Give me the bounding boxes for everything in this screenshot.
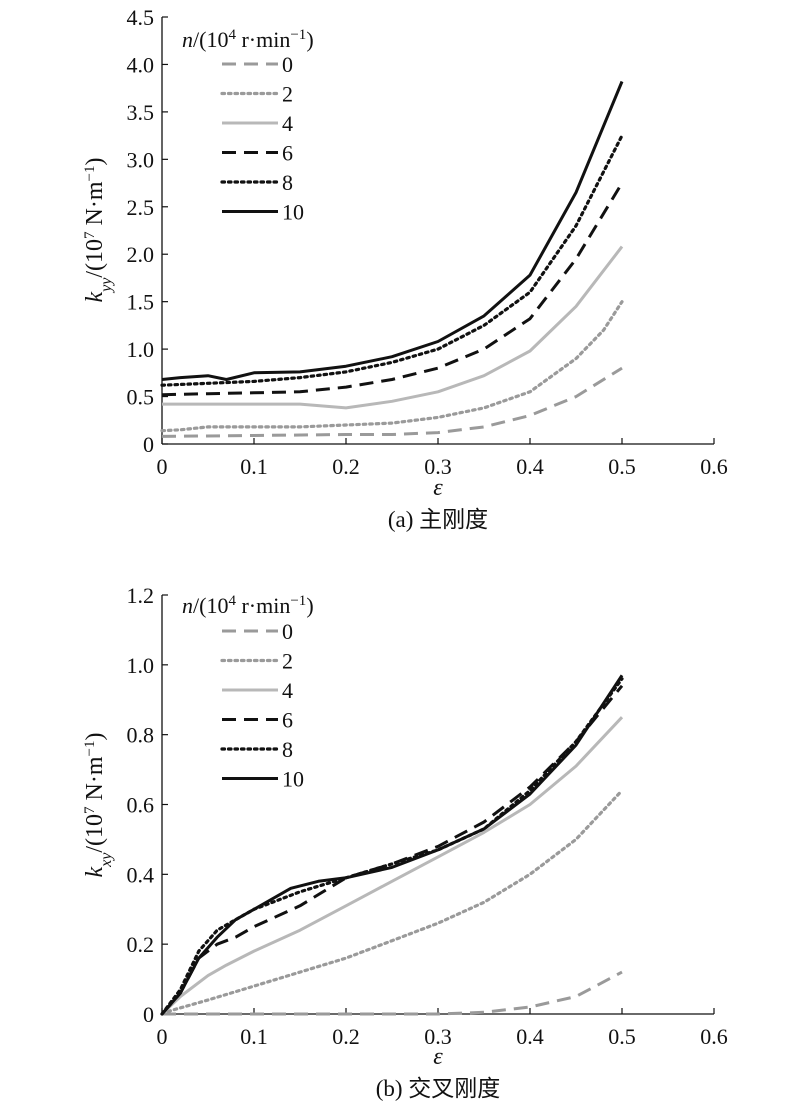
panel-b-y-tick-label: 0 [143, 1002, 154, 1027]
panel-a-series-line-10 [161, 80, 624, 381]
panel-a-legend-label-4: 4 [282, 111, 293, 136]
panel-a-y-tick-label: 1.5 [127, 290, 155, 315]
panel-a-series-line-6 [161, 182, 624, 397]
panel-b-x-tick-label: 0.2 [332, 1024, 360, 1049]
panel-a-y-tick-label: 2.5 [127, 195, 155, 220]
panel-b-legend-label-2: 2 [282, 649, 293, 674]
panel-a: kyy/(107 N·m−1) ε (a) 主刚度 n/(104 r·min−1… [82, 5, 728, 532]
panel-a-x-tick-label: 0.6 [700, 454, 728, 479]
panel-a-x-tick-label: 0.3 [424, 454, 452, 479]
panel-a-y-axis-label: kyy/(107 N·m−1) [82, 158, 115, 303]
panel-a-caption: (a) 主刚度 [388, 507, 488, 532]
panel-b-legend-label-4: 4 [282, 678, 293, 703]
panel-b-x-tick-label: 0.4 [516, 1024, 544, 1049]
panel-a-legend-title: n/(104 r·min−1) [182, 27, 314, 52]
panel-b-x-tick-label: 0.5 [608, 1024, 636, 1049]
panel-a-y-tick-label: 1.0 [127, 337, 155, 362]
panel-a-series-line-4 [162, 245, 624, 410]
panel-b-legend-title: n/(104 r·min−1) [182, 593, 314, 618]
panel-b-legend-label-6: 6 [282, 708, 293, 733]
panel-a-x-tick-label: 0.4 [516, 454, 544, 479]
panel-a-x-tick-label: 0.2 [332, 454, 360, 479]
panel-b-series-line-6 [160, 684, 624, 1015]
panel-b-legend-label-8: 8 [282, 737, 293, 762]
panel-b-y-tick-label: 1.2 [127, 583, 155, 608]
panel-a-legend-label-0: 0 [282, 52, 293, 77]
panel-b-x-tick-label: 0.1 [240, 1024, 268, 1049]
panel-a-legend-label-8: 8 [282, 170, 293, 195]
panel-b-x-axis-label: ε [433, 1044, 443, 1070]
panel-a-series-line-2 [160, 300, 624, 433]
panel-b-y-tick-label: 1.0 [127, 653, 155, 678]
panel-a-y-tick-label: 3.0 [127, 147, 155, 172]
panel-b-legend-label-10: 10 [282, 767, 304, 792]
panel-b-series-line-0 [162, 970, 623, 1016]
panel-b-x-tick-label: 0 [157, 1024, 168, 1049]
panel-a-series-line-0 [161, 366, 623, 438]
panel-b-legend-label-0: 0 [282, 619, 293, 644]
panel-b-series-line-2 [160, 788, 624, 1016]
panel-a-x-tick-label: 0 [157, 454, 168, 479]
panel-a-y-tick-label: 4.0 [127, 52, 155, 77]
panel-b-series-line-4 [160, 716, 624, 1016]
panel-a-x-tick-label: 0.5 [608, 454, 636, 479]
panel-b-y-tick-label: 0.8 [127, 723, 155, 748]
panel-b-x-tick-label: 0.3 [424, 1024, 452, 1049]
panel-a-y-tick-label: 0 [143, 432, 154, 457]
panel-b-series-line-8 [160, 677, 624, 1016]
panel-b: kxy/(107 N·m−1) ε (b) 交叉刚度 n/(104 r·min−… [82, 583, 728, 1101]
panel-b-y-tick-label: 0.4 [127, 862, 155, 887]
panel-b-caption: (b) 交叉刚度 [376, 1076, 501, 1101]
panel-b-x-tick-label: 0.6 [700, 1024, 728, 1049]
panel-a-legend-label-6: 6 [282, 141, 293, 166]
panel-a-y-tick-label: 0.5 [127, 385, 155, 410]
panel-a-legend-label-2: 2 [282, 82, 293, 107]
panel-b-series-line-10 [160, 674, 624, 1015]
panel-b-y-tick-label: 0.6 [127, 793, 155, 818]
panel-a-y-tick-label: 3.5 [127, 100, 155, 125]
panel-a-y-tick-label: 4.5 [127, 5, 155, 30]
panel-a-legend-label-10: 10 [282, 200, 304, 225]
panel-b-y-tick-label: 0.2 [127, 932, 155, 957]
panel-b-y-axis-label: kxy/(107 N·m−1) [82, 733, 115, 878]
panel-a-x-tick-label: 0.1 [240, 454, 268, 479]
panel-a-series-line-8 [160, 134, 624, 387]
panel-a-y-tick-label: 2.0 [127, 242, 155, 267]
panel-a-x-axis-label: ε [433, 475, 443, 501]
